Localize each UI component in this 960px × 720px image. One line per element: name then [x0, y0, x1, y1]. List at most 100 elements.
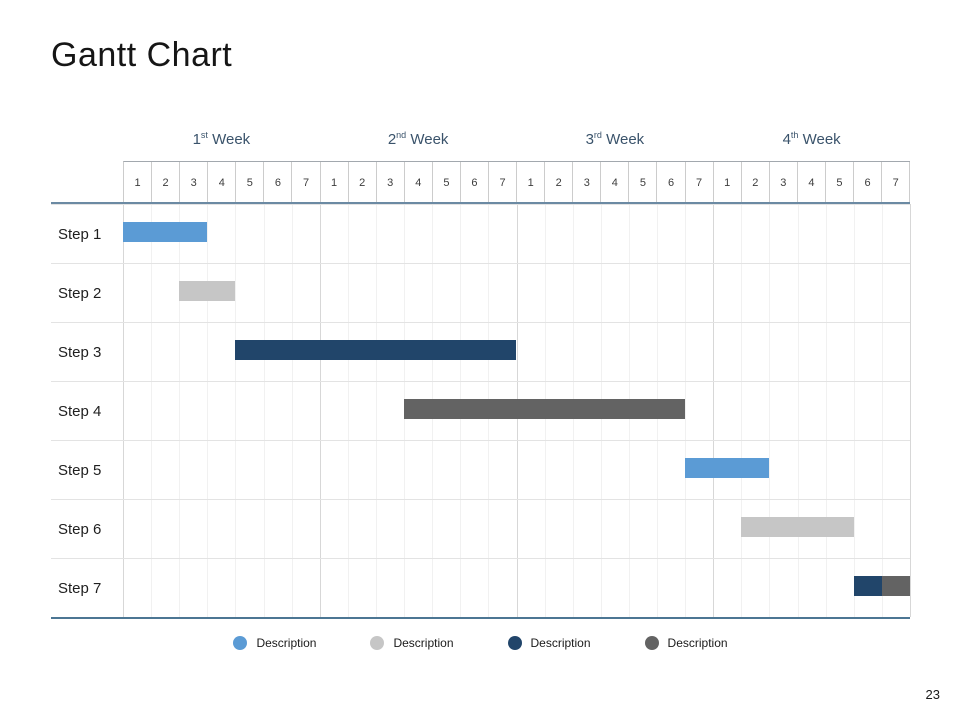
day-header-cell: 1 [714, 162, 742, 204]
legend-color-dot [507, 636, 522, 650]
gantt-row: Step 3 [51, 322, 910, 381]
legend-label: Description [393, 636, 454, 650]
gantt-body: Step 1 Step 2 Step 3 Step 4 Step 5 Step 6 Step… [51, 204, 911, 617]
day-header-cell: 7 [489, 162, 518, 204]
legend-color-dot [370, 636, 385, 650]
legend-label: Description [256, 636, 317, 650]
gridline [151, 204, 153, 617]
legend-label: Description [667, 636, 728, 650]
week-label: 2nd Week [387, 130, 449, 148]
day-header-cell: 7 [882, 162, 911, 204]
page-number: 23 [925, 687, 940, 702]
gridline [713, 204, 715, 617]
day-header-cell: 2 [742, 162, 770, 204]
legend-color-dot [233, 636, 248, 650]
gantt-row: Step 2 [51, 263, 910, 322]
legend-item: Description [507, 636, 591, 650]
gantt-row: Step 1 [51, 204, 910, 263]
row-track [123, 500, 910, 558]
step-label: Step 4 [58, 402, 102, 420]
step-label: Step 3 [58, 343, 102, 361]
task-bar[interactable] [404, 399, 686, 419]
page-title: Gantt Chart [51, 36, 233, 74]
task-bar[interactable] [179, 281, 236, 301]
gantt-row: Step 5 [51, 440, 910, 499]
day-header-cell: 4 [208, 162, 237, 204]
gridline [741, 204, 743, 617]
gridline [769, 204, 771, 617]
gridline [291, 204, 293, 617]
task-bar[interactable] [123, 222, 208, 242]
week-header-row: 1st Week 2nd Week 3rd Week 4th Week [123, 130, 910, 161]
step-label: Step 2 [58, 284, 102, 302]
header-divider-line [51, 202, 910, 204]
gantt-row: Step 4 [51, 381, 910, 440]
row-track [123, 205, 910, 263]
day-header-cell: 5 [629, 162, 658, 204]
gridline [685, 204, 687, 617]
task-bar[interactable] [235, 340, 517, 360]
gridline [319, 204, 321, 617]
week-label: 3rd Week [585, 130, 645, 148]
legend-item: Description [644, 636, 728, 650]
gridline [123, 204, 124, 617]
day-header-cell: 3 [377, 162, 405, 204]
step-label: Step 6 [58, 520, 102, 538]
gridline [207, 204, 209, 617]
task-bar[interactable] [685, 458, 770, 478]
task-bar[interactable] [853, 576, 882, 596]
day-header-cell: 4 [798, 162, 826, 204]
task-bar[interactable] [881, 576, 910, 596]
day-header-cell: 2 [349, 162, 377, 204]
row-track [123, 382, 910, 440]
gridline [263, 204, 265, 617]
day-header-cell: 5 [433, 162, 461, 204]
row-track [123, 559, 910, 617]
row-track [123, 441, 910, 499]
gridline [375, 204, 377, 617]
gantt-row: Step 7 [51, 558, 910, 617]
day-header-cell: 4 [405, 162, 433, 204]
gridline [179, 204, 181, 617]
gridline [853, 204, 855, 617]
gridline [347, 204, 349, 617]
week-label: 1st Week [192, 130, 251, 148]
gridline [235, 204, 237, 617]
legend: Description Description Description Descrip… [51, 636, 910, 650]
step-label: Step 1 [58, 225, 102, 243]
step-label: Step 7 [58, 579, 102, 597]
legend-item: Description [370, 636, 454, 650]
week-label: 4th Week [782, 130, 841, 148]
row-track [123, 323, 910, 381]
day-header-cell: 2 [545, 162, 574, 204]
day-header-cell: 1 [321, 162, 349, 204]
day-header-cell: 3 [180, 162, 209, 204]
day-header-cell: 7 [292, 162, 321, 204]
day-header-cell: 6 [461, 162, 490, 204]
gantt-row: Step 6 [51, 499, 910, 558]
day-header-cell: 6 [264, 162, 293, 204]
legend-color-dot [644, 636, 659, 650]
day-header-cell: 2 [152, 162, 181, 204]
gridline [881, 204, 883, 617]
day-header-cell: 3 [573, 162, 602, 204]
day-header-cell: 5 [236, 162, 265, 204]
day-header-cell: 1 [124, 162, 153, 204]
day-header-cell: 1 [517, 162, 546, 204]
task-bar[interactable] [741, 517, 854, 537]
step-label: Step 5 [58, 461, 102, 479]
gridline [797, 204, 799, 617]
legend-item: Description [233, 636, 316, 650]
legend-label: Description [530, 636, 591, 650]
row-track [123, 264, 910, 322]
day-header-cell: 5 [826, 162, 855, 204]
day-header-cell: 7 [686, 162, 714, 204]
gridline [910, 204, 911, 617]
day-header-cell: 3 [770, 162, 798, 204]
chart-bottom-line [51, 617, 910, 619]
day-header-cell: 6 [854, 162, 883, 204]
gridline [825, 204, 827, 617]
